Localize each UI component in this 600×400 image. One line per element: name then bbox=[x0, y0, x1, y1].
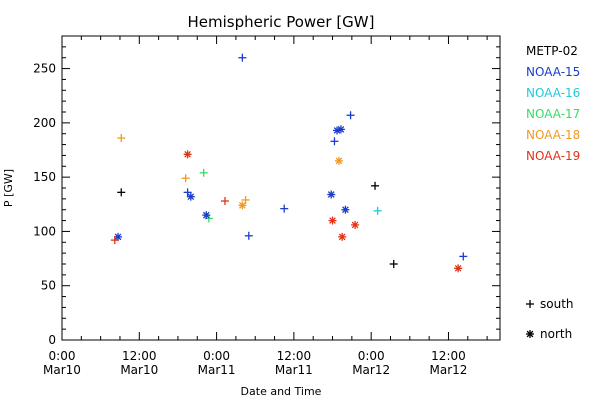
data-point bbox=[371, 181, 380, 190]
legend-series-label: NOAA-16 bbox=[526, 86, 580, 100]
data-point bbox=[110, 236, 119, 245]
data-point bbox=[241, 195, 250, 204]
legend: METP-02 NOAA-15 NOAA-16 NOAA-17 NOAA-18 NOAA-… bbox=[526, 44, 580, 341]
axes-frame: 0501001502002500:00Mar1012:00Mar100:00Ma… bbox=[33, 35, 501, 377]
data-point bbox=[183, 150, 192, 159]
legend-series-label: NOAA-18 bbox=[526, 128, 580, 142]
legend-marker-label: north bbox=[540, 327, 572, 341]
y-tick-label: 50 bbox=[41, 279, 56, 293]
y-tick-label: 100 bbox=[33, 224, 56, 238]
data-point bbox=[333, 126, 342, 135]
data-point bbox=[183, 188, 192, 197]
x-tick-label-time: 12:00 bbox=[431, 349, 466, 363]
data-point bbox=[238, 53, 247, 62]
x-tick-label-date: Mar11 bbox=[275, 363, 313, 377]
legend-series-label: NOAA-19 bbox=[526, 149, 580, 163]
x-tick-label-date: Mar10 bbox=[120, 363, 158, 377]
x-tick-label-time: 12:00 bbox=[122, 349, 157, 363]
data-point bbox=[341, 205, 350, 214]
legend-marker-symbol bbox=[526, 330, 534, 338]
data-point bbox=[351, 220, 360, 229]
x-tick-label-date: Mar12 bbox=[430, 363, 468, 377]
data-point bbox=[373, 206, 382, 215]
data-point bbox=[328, 216, 337, 225]
data-point bbox=[454, 264, 463, 273]
data-point bbox=[238, 201, 247, 210]
data-point bbox=[327, 190, 336, 199]
y-tick-label: 250 bbox=[33, 62, 56, 76]
data-point bbox=[389, 260, 398, 268]
plot-frame bbox=[61, 35, 501, 341]
data-point bbox=[202, 211, 211, 220]
legend-series-label: NOAA-15 bbox=[526, 65, 580, 79]
y-axis-label: P [GW] bbox=[2, 169, 15, 207]
y-tick-label: 200 bbox=[33, 116, 56, 130]
data-points bbox=[110, 53, 468, 273]
legend-marker-symbol bbox=[526, 300, 534, 308]
x-tick-label-date: Mar12 bbox=[352, 363, 390, 377]
data-point bbox=[346, 111, 355, 120]
legend-series-label: METP-02 bbox=[526, 44, 578, 58]
data-point bbox=[181, 174, 190, 183]
data-point bbox=[244, 231, 253, 240]
x-tick-label-time: 0:00 bbox=[49, 349, 76, 363]
data-point bbox=[220, 197, 229, 206]
data-point bbox=[117, 134, 126, 143]
data-point bbox=[199, 168, 208, 177]
data-point bbox=[186, 192, 195, 201]
data-point bbox=[117, 188, 126, 197]
data-point bbox=[459, 252, 468, 261]
x-tick-label-time: 12:00 bbox=[277, 349, 312, 363]
x-axis-label: Date and Time bbox=[241, 385, 322, 398]
chart-title: Hemispheric Power [GW] bbox=[188, 13, 375, 31]
x-tick-label-date: Mar11 bbox=[198, 363, 236, 377]
data-point bbox=[334, 156, 343, 165]
data-point bbox=[338, 232, 347, 241]
legend-marker-label: south bbox=[540, 297, 574, 311]
x-tick-label-time: 0:00 bbox=[203, 349, 230, 363]
legend-series-label: NOAA-17 bbox=[526, 107, 580, 121]
y-tick-label: 0 bbox=[48, 333, 56, 347]
x-tick-label-date: Mar10 bbox=[43, 363, 81, 377]
x-tick-label-time: 0:00 bbox=[358, 349, 385, 363]
data-point bbox=[330, 137, 339, 146]
y-tick-label: 150 bbox=[33, 170, 56, 184]
data-point bbox=[280, 204, 289, 213]
